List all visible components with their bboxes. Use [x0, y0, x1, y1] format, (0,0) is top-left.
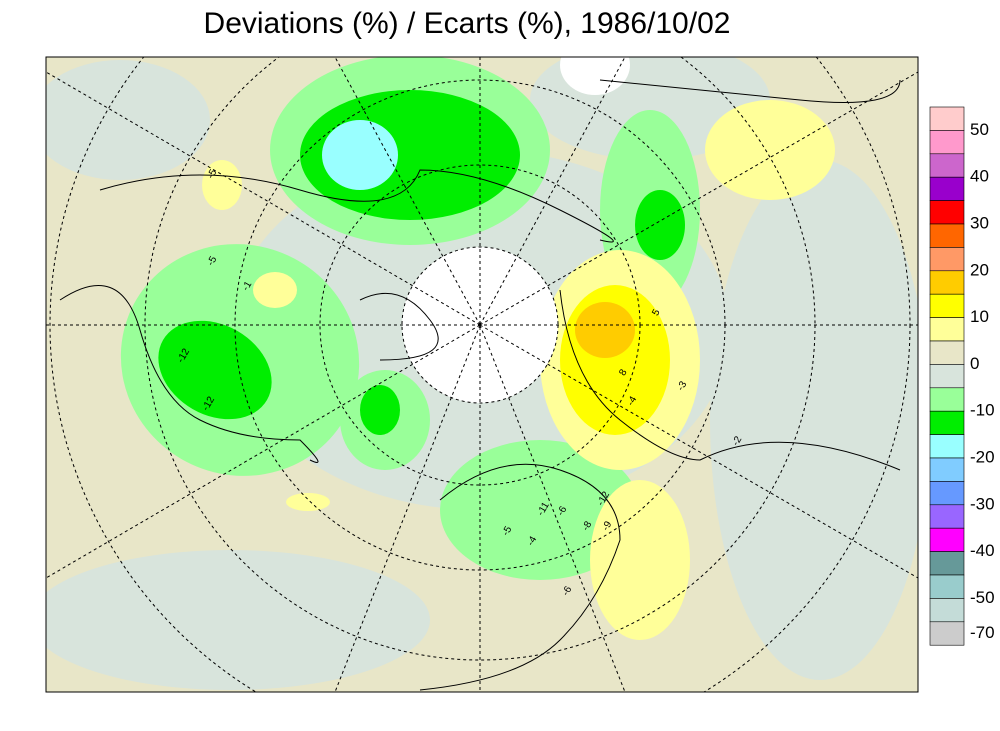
legend-swatch — [929, 481, 965, 506]
legend-label: 20 — [970, 260, 989, 279]
legend-swatch — [929, 317, 965, 342]
legend-swatch — [929, 504, 965, 529]
legend-swatch — [929, 387, 965, 412]
legend-label: -20 — [970, 447, 995, 466]
legend-label: -50 — [970, 588, 995, 607]
legend-swatch — [929, 153, 965, 178]
legend-label: -70 — [970, 623, 995, 642]
legend-swatch — [929, 247, 965, 272]
legend-swatch — [929, 621, 965, 646]
map-title: Deviations (%) / Ecarts (%), 1986/10/02 — [204, 7, 731, 40]
legend-swatch — [929, 130, 965, 155]
map-area — [46, 57, 918, 692]
legend-swatch — [929, 106, 965, 131]
legend-swatch — [929, 457, 965, 482]
legend-swatch — [929, 270, 965, 295]
legend-label: 0 — [970, 354, 979, 373]
legend-swatch — [929, 340, 965, 365]
legend-swatch — [929, 200, 965, 225]
legend-swatch — [929, 293, 965, 318]
legend-swatch — [929, 574, 965, 599]
map-frame — [45, 56, 919, 693]
legend-swatch — [929, 223, 965, 248]
station-label: 8 — [617, 367, 630, 378]
legend-swatch — [929, 410, 965, 435]
legend-label: 50 — [970, 120, 989, 139]
legend-swatch — [929, 598, 965, 623]
legend-swatch — [929, 527, 965, 552]
legend-label: -10 — [970, 401, 995, 420]
legend-swatch — [929, 176, 965, 201]
legend-label: -30 — [970, 494, 995, 513]
legend-swatch — [929, 434, 965, 459]
legend-label: 30 — [970, 213, 989, 232]
station-label: 5 — [650, 307, 663, 318]
legend-label: 10 — [970, 307, 989, 326]
legend-swatch — [929, 551, 965, 576]
legend-label: 40 — [970, 167, 989, 186]
legend-label: -40 — [970, 541, 995, 560]
legend-swatch — [929, 364, 965, 389]
